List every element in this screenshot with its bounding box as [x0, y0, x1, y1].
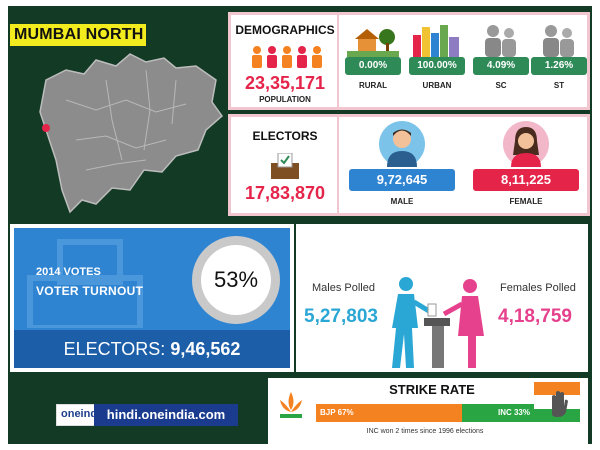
sc-value: 4.09% — [473, 57, 529, 75]
electors-female-block: 8,11,225 FEMALE — [465, 117, 587, 213]
stat-st: 1.26% ST — [529, 15, 589, 107]
stat-urban: 100.00% URBAN — [407, 15, 467, 107]
site-url-text[interactable]: hindi.oneindia.com — [94, 404, 238, 426]
male-electors-label: MALE — [390, 197, 414, 206]
turnout-percent-ring: 53% — [192, 236, 280, 324]
bjp-lotus-icon — [276, 386, 306, 422]
strike-rate-note: INC won 2 times since 1996 elections — [366, 428, 484, 435]
turnout-electors: ELECTORS: 9,46,562 — [14, 330, 290, 368]
electors-male-block: 9,72,645 MALE — [341, 117, 463, 213]
female-avatar-icon — [503, 121, 549, 167]
urban-label: URBAN — [422, 81, 452, 90]
urban-value: 100.00% — [409, 57, 465, 75]
female-electors-label: FEMALE — [509, 197, 543, 206]
location-marker — [42, 124, 50, 132]
people-st-icon — [543, 25, 574, 57]
voters-casting-ballot-icon — [392, 277, 484, 368]
bjp-strike-segment: BJP 67% — [316, 404, 462, 422]
ballot-watermark-icon — [27, 239, 143, 328]
turnout-electors-value: 9,46,562 — [170, 339, 241, 359]
turnout-header: 2014 VOTES VOTER TURNOUT 53% — [14, 228, 290, 330]
strike-rate-bar: BJP 67% INC 33% — [316, 404, 534, 422]
females-polled-label: Females Polled — [500, 282, 576, 294]
turnout-label: VOTER TURNOUT — [36, 284, 144, 298]
electors-card: ELECTORS 17,83,870 9,72,645 MALE — [228, 114, 590, 216]
congress-hand-icon — [534, 382, 580, 422]
rural-house-icon — [347, 29, 399, 57]
strike-rate-panel: STRIKE RATE BJP 67% INC 33% INC won 2 ti… — [268, 378, 588, 444]
population-block: DEMOGRAPHICS 23,35,171 POPULATION — [231, 15, 339, 107]
constituency-title: MUMBAI NORTH — [10, 24, 146, 46]
stat-sc: 4.09% SC — [471, 15, 531, 107]
st-value: 1.26% — [531, 57, 587, 75]
female-electors-value: 8,11,225 — [473, 169, 579, 191]
electors-total-value: 17,83,870 — [244, 183, 326, 203]
population-value: 23,35,171 — [244, 73, 326, 93]
males-polled-value: 5,27,803 — [304, 306, 378, 327]
turnout-year: 2014 VOTES — [36, 266, 101, 278]
ballot-box-icon — [271, 153, 299, 179]
male-electors-value: 9,72,645 — [349, 169, 455, 191]
population-label: POPULATION — [259, 95, 311, 104]
st-label: ST — [553, 81, 565, 90]
inc-strike-segment: INC 33% — [462, 404, 534, 422]
demographics-title: DEMOGRAPHICS — [235, 23, 335, 37]
males-polled-label: Males Polled — [312, 282, 375, 294]
population-people-icon — [252, 46, 322, 68]
rural-label: RURAL — [359, 81, 387, 90]
site-url[interactable]: hindi.oneindia.com — [94, 404, 238, 426]
voter-turnout-panel: 2014 VOTES VOTER TURNOUT 53% ELECTORS: 9… — [10, 224, 294, 372]
rural-value: 0.00% — [345, 57, 401, 75]
people-sc-icon — [485, 25, 516, 57]
stat-rural: 0.00% RURAL — [343, 15, 403, 107]
turnout-electors-label: ELECTORS: — [63, 339, 166, 359]
male-avatar-icon — [379, 121, 425, 167]
strike-rate-title: STRIKE RATE — [389, 382, 475, 397]
polled-panel: Males Polled 5,27,803 Females Polled 4,1… — [296, 224, 588, 372]
electors-title: ELECTORS — [252, 129, 318, 143]
sc-label: SC — [495, 81, 507, 90]
females-polled-value: 4,18,759 — [498, 306, 572, 327]
electors-total-block: ELECTORS 17,83,870 — [231, 117, 339, 213]
demographics-card: DEMOGRAPHICS 23,35,171 POPULATION 0.00% — [228, 12, 590, 110]
city-buildings-icon — [413, 25, 459, 57]
branding: oneindia hindi.oneindia.com — [56, 404, 238, 426]
state-map-icon — [39, 53, 224, 214]
turnout-percent: 53% — [201, 245, 271, 315]
